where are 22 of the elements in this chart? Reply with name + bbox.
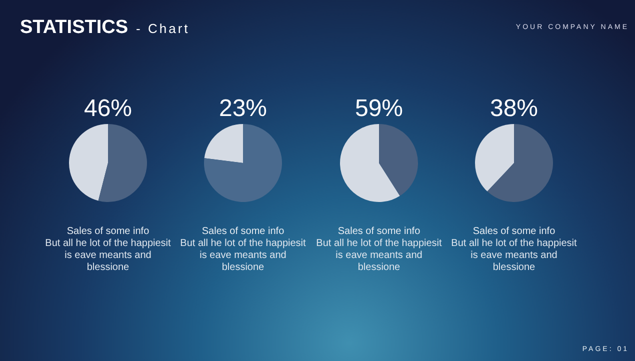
text: Sales of some info: [336, 226, 422, 237]
data-label: 38%: [488, 95, 540, 123]
text: Sales of some info: [66, 226, 150, 237]
pie-slice: [487, 124, 553, 202]
text: But all he lot of the happiesit is eave meants and blessione: [450, 238, 578, 274]
pie-slice: [475, 124, 514, 192]
text: But all he lot of the happiesit is eave meants and blessione: [44, 238, 172, 274]
pie-slice: [98, 124, 147, 202]
data-label: 23%: [218, 95, 268, 123]
text: But all he lot of the happiesit is eave meants and blessione: [179, 238, 307, 274]
text: STATISTICS: [20, 17, 128, 38]
pie-slice: [379, 124, 418, 196]
text: Sales of some info: [472, 226, 556, 237]
pie-slice: [340, 124, 400, 202]
data-label: 59%: [354, 95, 404, 123]
pie-slice: [204, 124, 243, 163]
text: Sales of some info: [200, 226, 286, 237]
pie-slice: [69, 124, 108, 201]
pie-slice: [204, 124, 282, 202]
data-label: 46%: [82, 95, 134, 123]
text: But all he lot of the happiesit is eave meants and blessione: [315, 238, 443, 274]
text: - Chart: [136, 21, 190, 36]
